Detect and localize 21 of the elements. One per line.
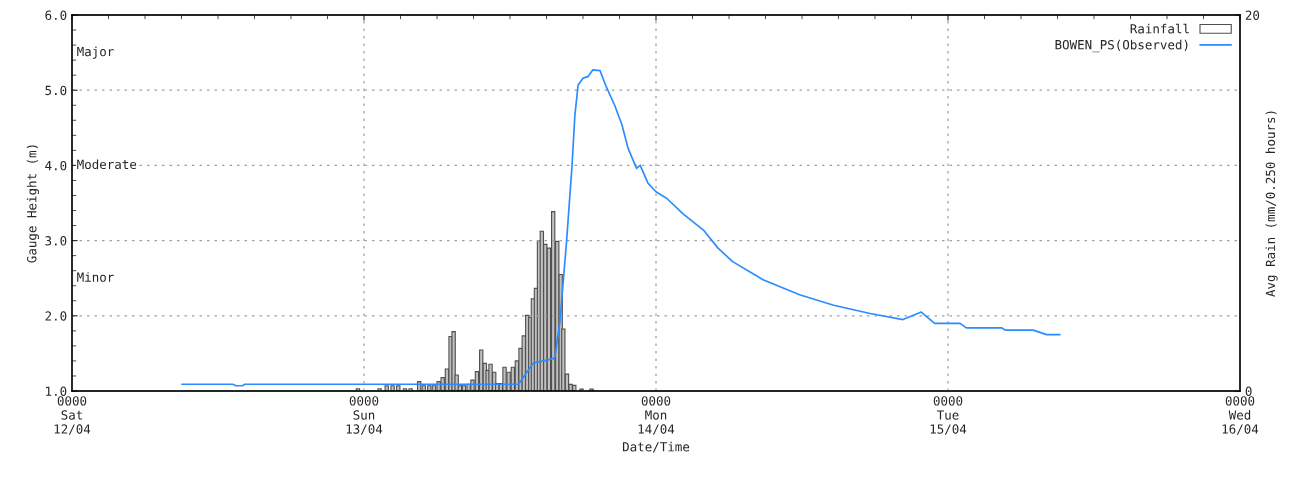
- y-tick-label: 1.0: [46, 386, 67, 396]
- y-axis-title: Gauge Height (m): [26, 145, 40, 263]
- x-tick-label: 0000 Wed 16/04: [1222, 396, 1259, 435]
- y-tick-label: 2.0: [45, 311, 67, 321]
- y2-tick-label: 0: [1245, 386, 1252, 396]
- annotation: Minor: [77, 272, 114, 282]
- y-tick-label: 5.0: [45, 85, 67, 96]
- y-tick-label: 6.0: [45, 10, 67, 20]
- y2-axis-title: Avg Rain (mm/0.250 hours): [1265, 111, 1278, 297]
- y2-tick-label: 20: [1245, 10, 1260, 20]
- x-tick-label: 0000 Sat 12/04: [54, 396, 91, 435]
- x-tick-label: 0000 Sun 13/04: [346, 396, 383, 435]
- legend-label: Rainfall: [1130, 23, 1189, 34]
- y-tick-label: 4.0: [45, 160, 67, 171]
- legend-label: BOWEN_PS(Observed): [1055, 39, 1188, 53]
- x-tick-label: 0000 Mon 14/04: [638, 396, 675, 435]
- y-tick-label: 3.0: [45, 236, 67, 246]
- x-axis-title: Date/Time: [622, 441, 690, 453]
- annotation: Moderate: [77, 159, 137, 170]
- annotation: Major: [77, 46, 114, 59]
- x-tick-label: 0000 Tue 15/04: [930, 396, 967, 435]
